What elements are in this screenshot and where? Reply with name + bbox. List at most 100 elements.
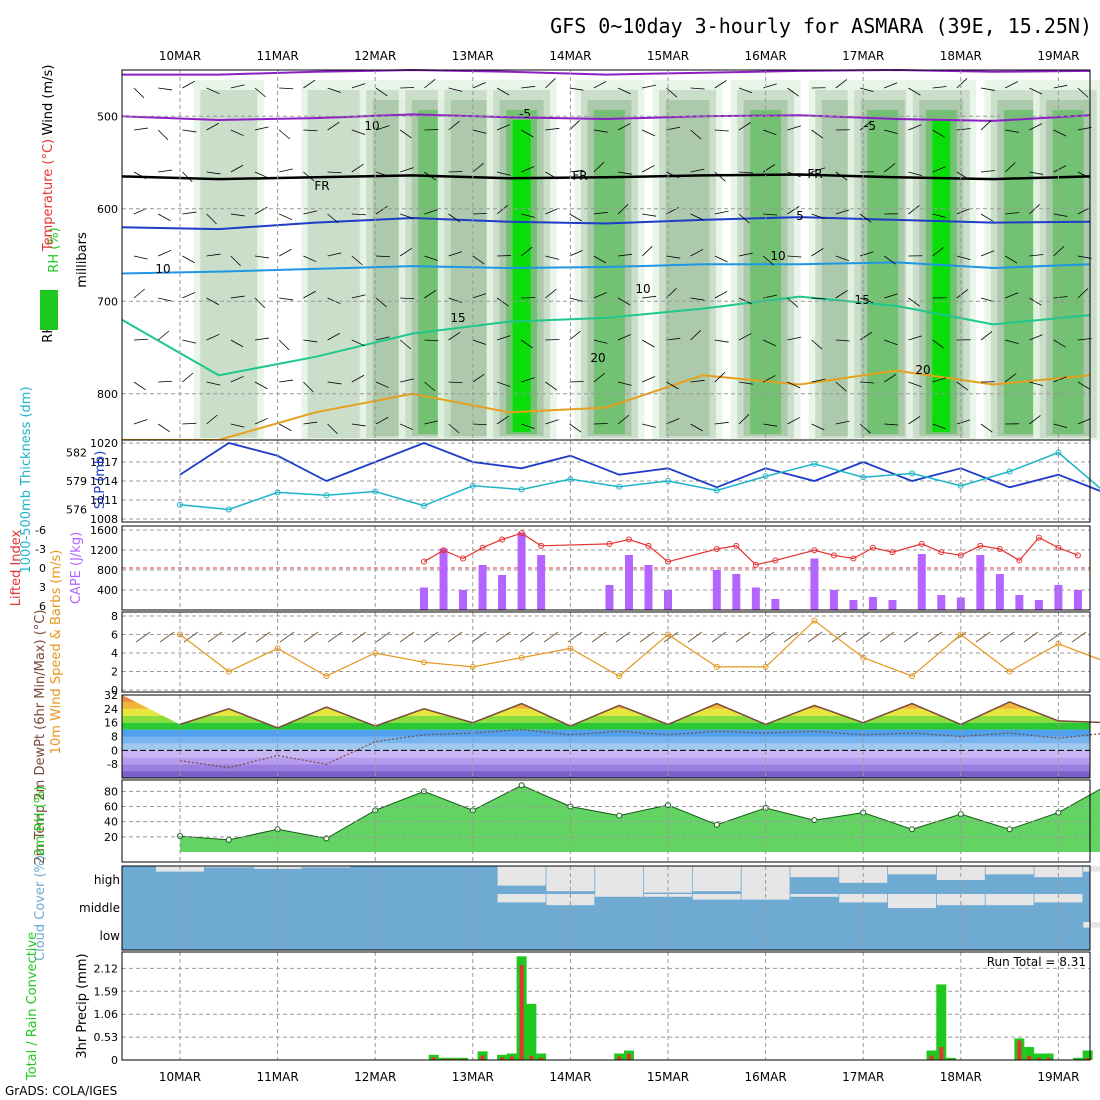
thickness-tick: 582 (66, 447, 87, 460)
wind-barb (206, 333, 220, 341)
wind-barb (254, 87, 266, 98)
wind-barb (351, 255, 363, 266)
thickness-point (518, 486, 525, 493)
slp-axis-label: SLP (mb) (93, 451, 108, 510)
wind-barb (884, 293, 898, 299)
wind-barb (908, 381, 922, 388)
wind-barb (375, 336, 390, 341)
cloud-gap (839, 894, 888, 903)
wind-barb (690, 213, 704, 221)
wind-barb (1053, 376, 1067, 383)
wind-barb (642, 129, 656, 137)
wind-barb (811, 297, 826, 300)
temperature-line (179, 701, 1100, 729)
surface-wind-barb (639, 631, 655, 643)
wind-barb (666, 255, 681, 259)
lifted-index-tick: -6 (35, 524, 46, 537)
cloud-gap (692, 894, 741, 900)
surface-wind-barb (711, 631, 727, 643)
lifted-index-point (996, 546, 1003, 552)
wind-barb (400, 167, 414, 173)
temperature-band (122, 764, 1090, 772)
slp-frame (121, 439, 1091, 523)
wind-barb (448, 381, 463, 384)
temperature-legend-label: Temperature (°C) (41, 139, 56, 252)
lifted-index-point (440, 547, 447, 554)
cape-bar (829, 590, 838, 610)
wind-barb (545, 288, 557, 299)
wind-barb (908, 335, 922, 341)
wind-barb (545, 77, 556, 89)
contour-label: 10 (770, 249, 785, 263)
slp-tick: 1017 (90, 456, 118, 469)
cape-bar (644, 565, 653, 610)
cloud-gap (888, 866, 936, 875)
wind-barb (1005, 81, 1018, 89)
wind-barb (327, 121, 340, 131)
wind-barb (254, 255, 269, 259)
cape-bar (478, 565, 487, 610)
wind-barb (835, 79, 848, 89)
wind-tick: 8 (111, 610, 118, 623)
wind-speed-line (179, 619, 1100, 677)
cape-bar (498, 575, 507, 610)
wind-barb (448, 120, 460, 131)
wind-barb (158, 169, 173, 173)
wind-barb (472, 339, 487, 345)
cape-bar (517, 532, 526, 610)
precip-tick: 1.06 (94, 1008, 119, 1021)
wind-barb (980, 423, 993, 433)
wind-barb (980, 213, 994, 222)
wind-barb (569, 250, 583, 257)
surface-wind-barb (879, 631, 895, 643)
wind-barb (496, 335, 511, 341)
wind-barb (956, 208, 970, 215)
precip-total-bar (1043, 1053, 1054, 1060)
wind-barb (279, 379, 294, 383)
temperature-band (122, 708, 1090, 716)
cape-bar (712, 570, 721, 610)
wind-barb (520, 246, 533, 257)
wind-speed-point (909, 673, 915, 680)
rh-legend-swatch (40, 290, 58, 330)
wind-barb (351, 294, 366, 299)
wind-barb (1004, 162, 1016, 173)
precip-tick: 0 (111, 1054, 118, 1067)
wind-barb (496, 124, 511, 131)
wind-barb (472, 423, 487, 426)
wind-barb (593, 339, 608, 344)
wind-barb (521, 377, 535, 383)
wind-barb (206, 213, 217, 225)
wind-barb (400, 213, 414, 219)
wind-barb (956, 171, 970, 180)
wind-barb (617, 203, 629, 215)
surface-wind-barb (735, 631, 751, 643)
cape-bar (868, 597, 877, 610)
rh-shade (932, 120, 951, 432)
wind-barb (230, 129, 244, 137)
surface-wind-barb (783, 631, 799, 643)
wind-barb (714, 371, 726, 383)
wind-barb (884, 423, 899, 426)
wind-barb (182, 339, 197, 344)
surface-wind-barb (135, 631, 151, 643)
precip-convective-bar (519, 964, 524, 1060)
top-date-label: 18MAR (940, 49, 982, 63)
chart-title: GFS 0~10day 3-hourly for ASMARA (39E, 15… (550, 14, 1092, 38)
lifted-index-point (889, 549, 896, 556)
slp-tick: 1008 (90, 513, 118, 526)
lifted-index-point (1074, 552, 1081, 559)
bottom-date-label: 15MAR (647, 1070, 689, 1084)
cape-bar (624, 555, 633, 610)
wind-barb (303, 129, 318, 132)
cape-tick: 1600 (90, 524, 118, 537)
wind-tick: 4 (111, 647, 118, 660)
surface-wind-barb (831, 631, 847, 643)
wind-barb (448, 251, 463, 257)
precip-legend-label: Total / Rain Convective (25, 932, 40, 1081)
precip-convective-bar (500, 1057, 505, 1060)
wind-barb (182, 255, 195, 264)
pressure-tick: 600 (97, 203, 118, 216)
wind-barb (327, 423, 338, 435)
rh-shade (307, 90, 365, 438)
